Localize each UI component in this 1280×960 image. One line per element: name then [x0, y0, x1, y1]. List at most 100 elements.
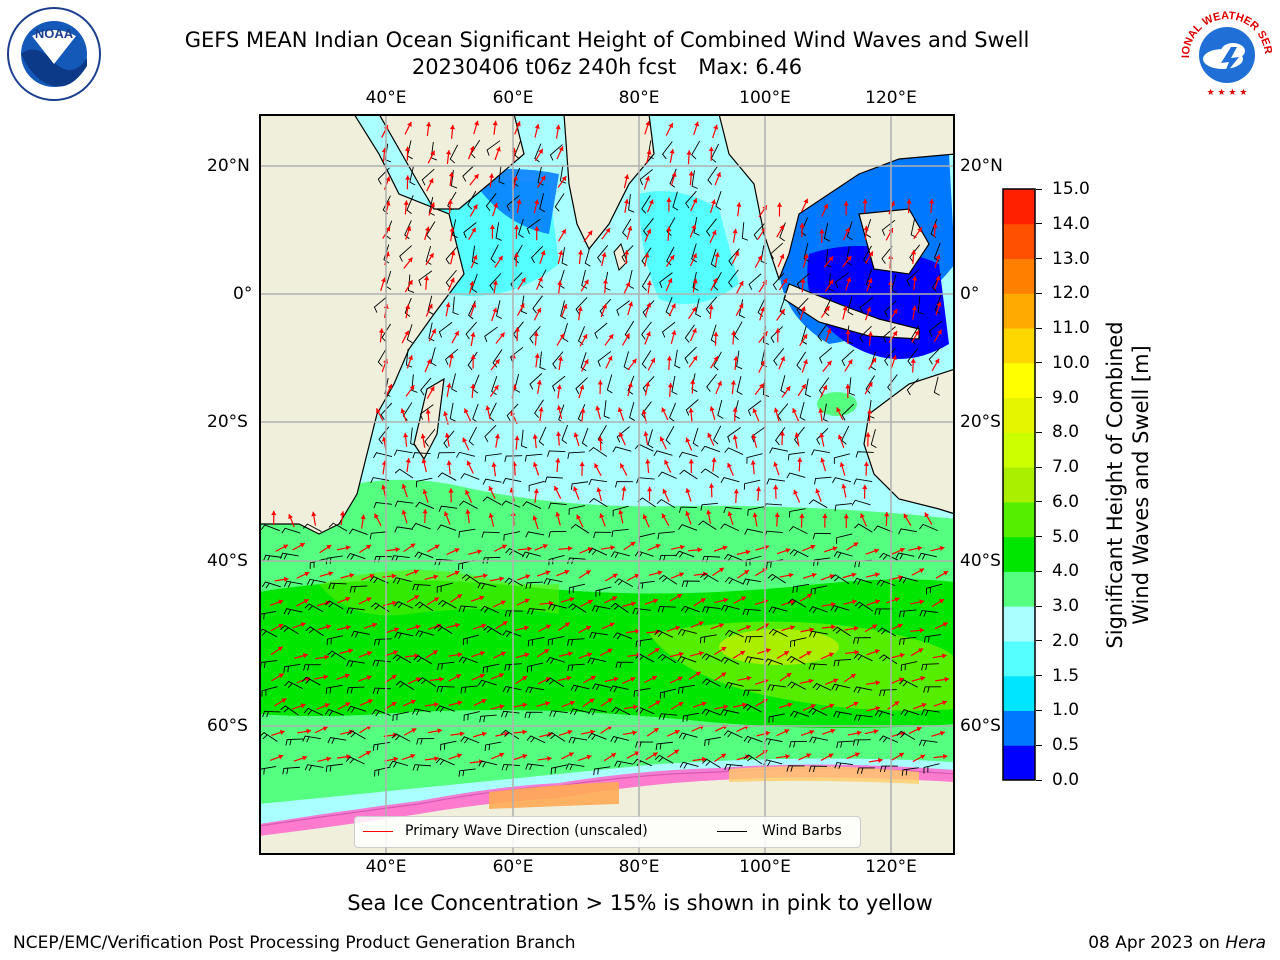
wave-arrow-head: [685, 511, 691, 517]
wind-barb: [412, 764, 431, 771]
wave-arrow-head: [499, 576, 504, 582]
wind-barb: [801, 325, 808, 345]
colorbar-tick-mark: [1036, 188, 1042, 190]
wind-barb: [381, 323, 391, 343]
wind-barb: [832, 626, 851, 637]
wave-arrow-head: [407, 121, 412, 127]
wind-barb: [770, 242, 784, 260]
lat-label-left: 20°N: [207, 156, 250, 176]
wind-barb: [460, 685, 478, 694]
wave-arrow-head: [929, 199, 935, 204]
wave-arrow-head: [815, 488, 821, 494]
wave-arrow-head: [847, 359, 853, 365]
wave-arrow-head: [609, 622, 615, 628]
wind-barb: [895, 552, 915, 560]
wave-arrow-head: [385, 176, 391, 182]
wind-barb: [525, 763, 544, 771]
wave-arrow-head: [664, 459, 669, 465]
wind-barb: [900, 661, 918, 671]
wave-arrow-head: [853, 701, 859, 707]
wind-barb: [302, 523, 322, 532]
lat-label-left: 40°S: [207, 551, 248, 571]
wave-arrow-head: [698, 621, 704, 626]
wave-arrow-head: [919, 568, 925, 573]
wind-barb: [678, 732, 698, 740]
wave-arrow-head: [713, 356, 718, 362]
wave-arrow-head: [745, 625, 751, 630]
wave-arrow-head: [644, 176, 650, 182]
wave-arrow-head: [823, 203, 829, 209]
wind-barb: [502, 685, 522, 693]
colorbar-tick-label: 5.0: [1052, 526, 1080, 547]
wind-barb: [462, 634, 479, 646]
wave-arrow-head: [448, 488, 454, 493]
wind-barb: [833, 453, 850, 464]
wave-arrow-head: [646, 228, 652, 234]
wind-barb: [641, 321, 652, 340]
wind-barb: [514, 373, 521, 393]
wind-barb: [874, 608, 893, 615]
wind-barb: [412, 708, 431, 716]
wave-arrow-head: [534, 226, 540, 231]
wave-arrow-head: [799, 513, 805, 519]
wave-arrow-head: [489, 224, 495, 229]
wind-barb: [484, 741, 502, 751]
wind-barb: [810, 585, 828, 596]
wave-arrow-head: [727, 511, 733, 517]
wave-arrow-head: [783, 651, 789, 656]
wind-barb: [504, 577, 524, 587]
wind-barb: [666, 217, 676, 237]
wind-barb: [769, 447, 789, 454]
wave-arrow-head: [430, 202, 435, 208]
wind-barb: [710, 248, 717, 268]
colorbar-segment: [1003, 328, 1035, 364]
wave-arrow-head: [738, 303, 744, 309]
wave-arrow-head: [746, 675, 752, 681]
wind-barb: [766, 478, 786, 485]
wave-arrow-head: [865, 432, 871, 437]
wave-arrow-head: [394, 627, 399, 633]
lon-label-top: 80°E: [618, 88, 660, 108]
map-legend: Primary Wave Direction (unscaled) Wind B…: [354, 816, 861, 848]
wave-arrow-head: [634, 751, 640, 756]
wave-arrow-head: [576, 514, 581, 520]
wind-barb: [373, 296, 388, 313]
wind-barb: [657, 605, 676, 613]
wind-barb: [658, 713, 678, 720]
wind-barb: [823, 297, 832, 317]
wave-arrow-head: [776, 202, 783, 207]
wave-arrow-head: [445, 302, 451, 308]
wave-arrow-head: [422, 509, 428, 514]
wind-barb: [681, 580, 700, 587]
wind-barb: [603, 400, 610, 419]
wave-arrow-head: [470, 332, 476, 337]
lat-label-right: 40°S: [960, 551, 1001, 571]
wave-arrow-head: [414, 653, 419, 659]
wave-arrow-head: [279, 730, 285, 735]
wind-barb: [506, 403, 519, 421]
wave-arrow-head: [443, 411, 449, 417]
wind-barb: [907, 348, 919, 367]
colorbar-segment: [1003, 606, 1035, 642]
wind-barb: [705, 218, 717, 237]
wave-arrow-head: [367, 699, 373, 704]
wave-arrow-head: [494, 433, 500, 439]
colorbar-tick-mark: [1036, 779, 1042, 781]
colorbar-tick-mark: [1036, 640, 1042, 642]
wind-barb: [526, 735, 546, 744]
wind-barb: [416, 738, 435, 745]
wave-arrow-head: [414, 595, 420, 600]
wave-arrow-head: [943, 571, 949, 576]
wind-barb: [808, 765, 827, 773]
wave-arrow-head: [765, 648, 771, 654]
wind-barb: [661, 321, 676, 338]
wind-barb: [704, 736, 722, 747]
wave-arrow-head: [853, 542, 859, 547]
wind-barb: [898, 636, 917, 646]
wind-barb: [786, 655, 806, 665]
wind-barb: [438, 505, 458, 512]
wave-arrow-head: [701, 756, 707, 762]
wind-barb: [262, 710, 281, 718]
wave-arrow-head: [732, 407, 738, 412]
wave-arrow-head: [803, 198, 809, 204]
